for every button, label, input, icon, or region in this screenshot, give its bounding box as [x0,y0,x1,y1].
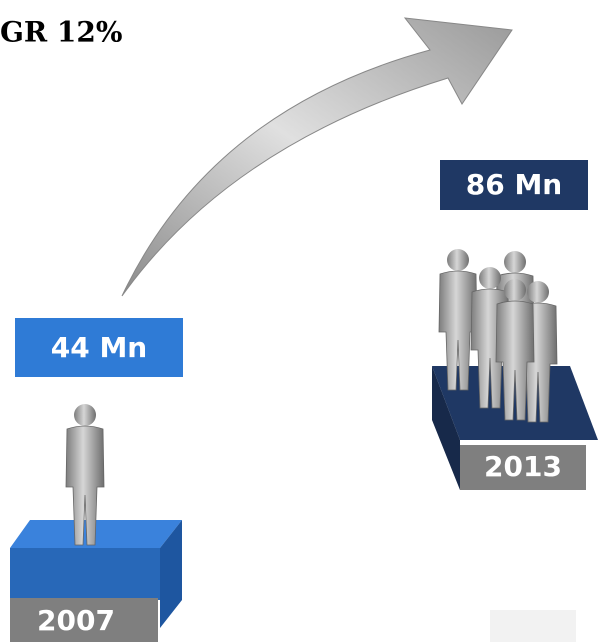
infographic: GR 12% 44 Mn 2007 86 Mn 2013 [0,0,601,642]
value-label: 86 Mn [466,168,563,201]
title: GR 12% [0,16,123,49]
year-label: 2007 [37,604,115,637]
platform-front [10,548,160,600]
value-label: 44 Mn [51,331,148,364]
faint-box [490,610,576,642]
year-label: 2013 [484,450,562,483]
